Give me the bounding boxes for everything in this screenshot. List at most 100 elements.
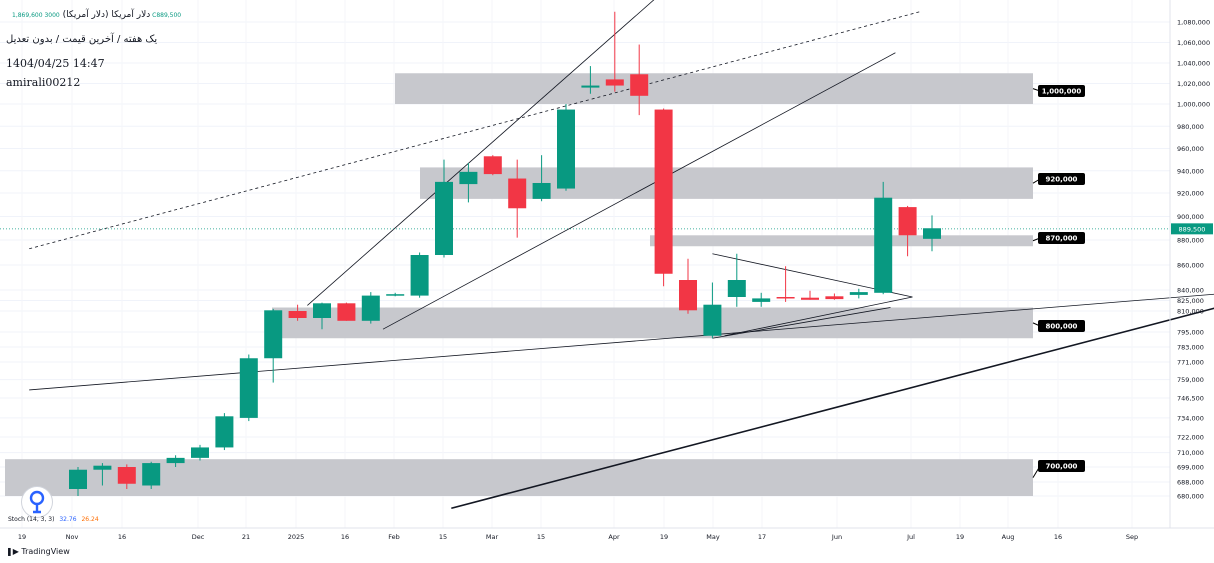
candle <box>142 461 161 489</box>
candle <box>605 11 624 92</box>
candle-body <box>654 109 673 274</box>
candle-body <box>801 297 819 300</box>
y-tick-label: 699,000 <box>1177 464 1204 472</box>
candle-body <box>313 303 331 318</box>
candle <box>679 258 697 314</box>
y-tick-label: 688,000 <box>1177 479 1204 487</box>
candle <box>166 455 185 467</box>
candle-body <box>508 178 527 209</box>
candle <box>581 66 600 94</box>
candle-body <box>483 156 502 175</box>
candle <box>630 44 649 116</box>
candle-body <box>191 447 209 458</box>
symbol-header[interactable]: دلار آمریکا (دلار آمریکا) 3000 1,869,600… <box>6 10 181 20</box>
candle-body <box>93 465 112 470</box>
x-tick-label: May <box>706 533 720 541</box>
candle <box>191 444 209 461</box>
last-price-badge <box>1171 223 1213 235</box>
y-tick-label: 680,000 <box>1177 493 1204 501</box>
y-tick-label: 771,000 <box>1177 359 1204 367</box>
zone-label-box <box>1038 173 1085 185</box>
x-tick-label: 15 <box>439 533 447 541</box>
candle <box>264 308 283 383</box>
y-tick-label: 746,500 <box>1177 395 1204 403</box>
candle <box>313 302 331 330</box>
x-tick-label: 16 <box>118 533 126 541</box>
candle-body <box>69 469 87 489</box>
candle-body <box>166 457 185 464</box>
y-tick-label: 825,000 <box>1177 297 1204 305</box>
y-tick-label: 1,060,000 <box>1177 39 1210 47</box>
trendline <box>724 296 913 337</box>
time-axis[interactable]: 19 Nov 16 Dec 21 2025 16 Feb 15 Mar 15 Apr 19 May 17 Ju… <box>0 527 1214 541</box>
trendline <box>451 307 1214 510</box>
candle-body <box>752 298 771 302</box>
y-tick-label: 840,000 <box>1177 287 1204 295</box>
x-tick-label: 19 <box>956 533 964 541</box>
candle <box>923 215 941 252</box>
x-tick-label: 17 <box>758 533 766 541</box>
y-tick-label: 1,000,000 <box>1177 101 1210 109</box>
price-axis[interactable]: 1,080,000 1,060,000 1,040,000 1,020,000 1,00… <box>1169 0 1213 528</box>
candle-body <box>215 416 234 448</box>
y-tick-label: 795,000 <box>1177 329 1204 337</box>
y-tick-label: 810,000 <box>1177 308 1204 316</box>
candle-body <box>337 303 356 321</box>
y-tick-label: 980,000 <box>1177 123 1204 131</box>
chart-datetime: 1404/04/25 14:47 <box>6 57 105 70</box>
candle-body <box>898 207 917 236</box>
ohlc-readout: 3000 1,869,600 C889,500 <box>12 12 182 19</box>
y-tick-label: 900,000 <box>1177 213 1204 221</box>
candle-body <box>410 255 429 296</box>
x-tick-label: 2025 <box>288 533 305 541</box>
candle <box>849 288 868 299</box>
zone-label-text: 800,000 <box>1046 323 1078 331</box>
x-tick-label: 21 <box>242 533 250 541</box>
candle-body <box>630 74 649 96</box>
candle-body <box>288 311 307 318</box>
candle-body <box>703 304 722 336</box>
candle-body <box>117 467 136 484</box>
x-tick-label: 19 <box>18 533 26 541</box>
x-tick-label: 19 <box>660 533 668 541</box>
y-tick-label: 722,000 <box>1177 434 1204 442</box>
candle-body <box>874 197 893 293</box>
zone-label-box <box>1038 232 1085 244</box>
watermark-logo-icon <box>22 487 52 517</box>
y-tick-label: 940,000 <box>1177 167 1204 175</box>
x-tick-label: Mar <box>486 533 499 541</box>
stochastic-k-value: 32.76 <box>59 516 77 523</box>
candle <box>898 205 917 257</box>
support-resistance-zone <box>272 307 1033 339</box>
candle <box>239 354 258 422</box>
candle-body <box>825 296 844 300</box>
stochastic-legend[interactable]: Stoch (14, 3, 3) 32.76 26.24 <box>8 516 99 523</box>
x-tick-label: Apr <box>608 533 620 541</box>
candle-body <box>849 292 868 295</box>
zone-label-box <box>1038 85 1085 97</box>
tradingview-logo-icon: ❚▶ <box>6 547 19 556</box>
y-tick-label: 1,040,000 <box>1177 60 1210 68</box>
candle <box>874 181 893 295</box>
support-resistance-zone <box>650 235 1033 247</box>
candle-body <box>581 85 600 88</box>
candle <box>557 104 575 191</box>
x-tick-label: 15 <box>537 533 545 541</box>
x-tick-label: Aug <box>1002 533 1015 541</box>
y-tick-label: 920,000 <box>1177 190 1204 198</box>
x-tick-label: Sep <box>1126 533 1138 541</box>
candle <box>361 292 380 324</box>
candle <box>435 159 453 258</box>
candle <box>69 467 87 496</box>
x-tick-label: Jul <box>906 533 915 541</box>
candle <box>483 155 502 176</box>
candle-layer <box>69 11 941 496</box>
x-tick-label: Nov <box>66 533 79 541</box>
y-tick-label: 880,000 <box>1177 237 1204 245</box>
trendline-layer <box>0 0 1214 510</box>
x-tick-label: Feb <box>388 533 400 541</box>
y-tick-label: 860,000 <box>1177 262 1204 270</box>
candle <box>508 159 527 238</box>
candle-body <box>142 463 161 486</box>
